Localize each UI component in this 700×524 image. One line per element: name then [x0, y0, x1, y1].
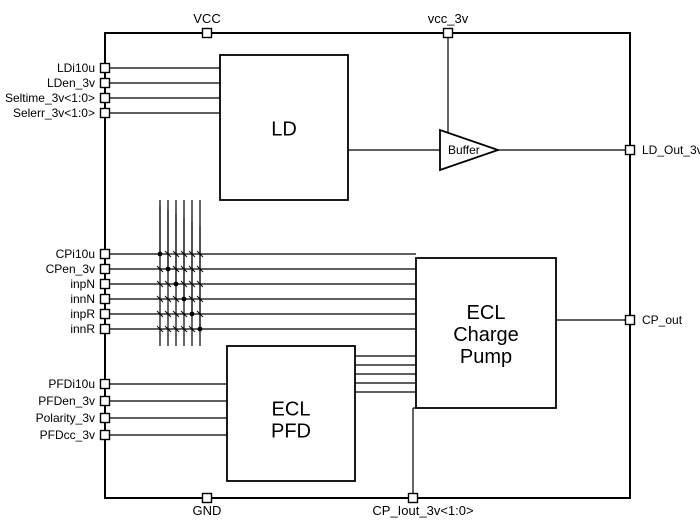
svg-text:vcc_3v: vcc_3v	[428, 11, 469, 26]
svg-text:GND: GND	[193, 503, 222, 518]
svg-text:ECL: ECL	[272, 399, 311, 421]
svg-text:LD: LD	[271, 119, 297, 141]
svg-text:CPen_3v: CPen_3v	[46, 262, 95, 276]
svg-text:innR: innR	[70, 322, 95, 336]
svg-text:VCC: VCC	[193, 11, 220, 26]
diagram-stage: LDBufferECLPFDECLChargePumpVCCvcc_3vGNDC…	[0, 0, 700, 524]
svg-text:PFD: PFD	[271, 421, 311, 443]
svg-text:ECL: ECL	[467, 302, 506, 324]
svg-text:inpN: inpN	[70, 277, 95, 291]
svg-text:CP_out: CP_out	[642, 313, 683, 327]
svg-text:Polarity_3v: Polarity_3v	[36, 411, 95, 425]
block-diagram-svg: LDBufferECLPFDECLChargePumpVCCvcc_3vGNDC…	[0, 0, 700, 524]
svg-text:PFDen_3v: PFDen_3v	[38, 394, 95, 408]
svg-text:LD_Out_3v: LD_Out_3v	[642, 143, 700, 157]
svg-text:PFDcc_3v: PFDcc_3v	[40, 428, 95, 442]
svg-text:Pump: Pump	[460, 346, 512, 368]
svg-text:Charge: Charge	[453, 324, 519, 346]
svg-text:Buffer: Buffer	[448, 143, 480, 157]
svg-text:LDi10u: LDi10u	[57, 61, 95, 75]
svg-text:LDen_3v: LDen_3v	[47, 76, 95, 90]
svg-text:inpR: inpR	[70, 307, 95, 321]
svg-text:CP_Iout_3v<1:0>: CP_Iout_3v<1:0>	[372, 503, 473, 518]
svg-text:innN: innN	[70, 292, 95, 306]
svg-text:Selerr_3v<1:0>: Selerr_3v<1:0>	[13, 106, 95, 120]
svg-text:CPi10u: CPi10u	[56, 247, 95, 261]
svg-text:PFDi10u: PFDi10u	[48, 377, 95, 391]
svg-text:Seltime_3v<1:0>: Seltime_3v<1:0>	[5, 91, 95, 105]
